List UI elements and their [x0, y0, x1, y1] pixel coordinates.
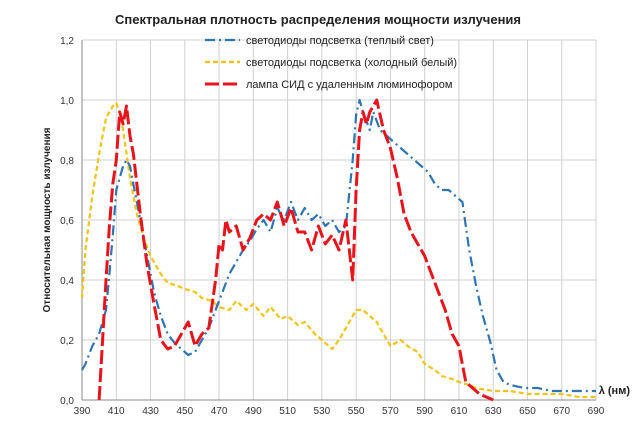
y-tick-label: 0,2: [60, 336, 74, 347]
grid: [81, 39, 597, 401]
legend-label-2: лампа СИД с удаленным люминофором: [246, 79, 452, 91]
x-tick-label: 450: [176, 406, 193, 417]
axes: 390 410 430 450 470 490 510 530 550 570 590 610 630 6…: [60, 36, 605, 417]
series-layer: [80, 98, 596, 402]
y-tick-label: 0,8: [60, 156, 74, 167]
x-tick-label: 490: [245, 406, 262, 417]
legend-label-0: светодиоды подсветка (теплый свет): [246, 35, 434, 47]
x-tick-label: 650: [519, 406, 536, 417]
x-tick-label: 610: [451, 406, 468, 417]
series-line-1: [80, 101, 596, 399]
series-line-2: [97, 98, 494, 402]
x-tick-label: 530: [314, 406, 331, 417]
x-tick-label: 690: [588, 406, 605, 417]
x-tick-label: 430: [142, 406, 159, 417]
x-tick-label: 390: [74, 406, 91, 417]
x-axis-label: λ (нм): [599, 385, 631, 397]
x-tick-label: 470: [211, 406, 228, 417]
legend-label-1: светодиоды подсветка (холодный белый): [246, 57, 457, 69]
series-line-0: [81, 98, 596, 393]
y-tick-label: 0,6: [60, 216, 74, 227]
x-tick-label: 570: [382, 406, 399, 417]
x-tick-label: 630: [485, 406, 502, 417]
y-tick-label: 1,0: [60, 96, 74, 107]
x-tick-label: 590: [416, 406, 433, 417]
y-tick-label: 0,0: [60, 396, 74, 407]
chart-title: Спектральная плотность распределения мощ…: [115, 12, 521, 27]
x-tick-label: 510: [279, 406, 296, 417]
y-tick-label: 1,2: [60, 36, 74, 47]
x-tick-label: 670: [553, 406, 570, 417]
legend: светодиоды подсветка (теплый свет) светод…: [205, 35, 457, 91]
x-tick-label: 410: [108, 406, 125, 417]
x-tick-label: 550: [348, 406, 365, 417]
y-tick-label: 0,4: [60, 276, 74, 287]
y-axis-label: Относительная мощность излучения: [42, 127, 53, 312]
